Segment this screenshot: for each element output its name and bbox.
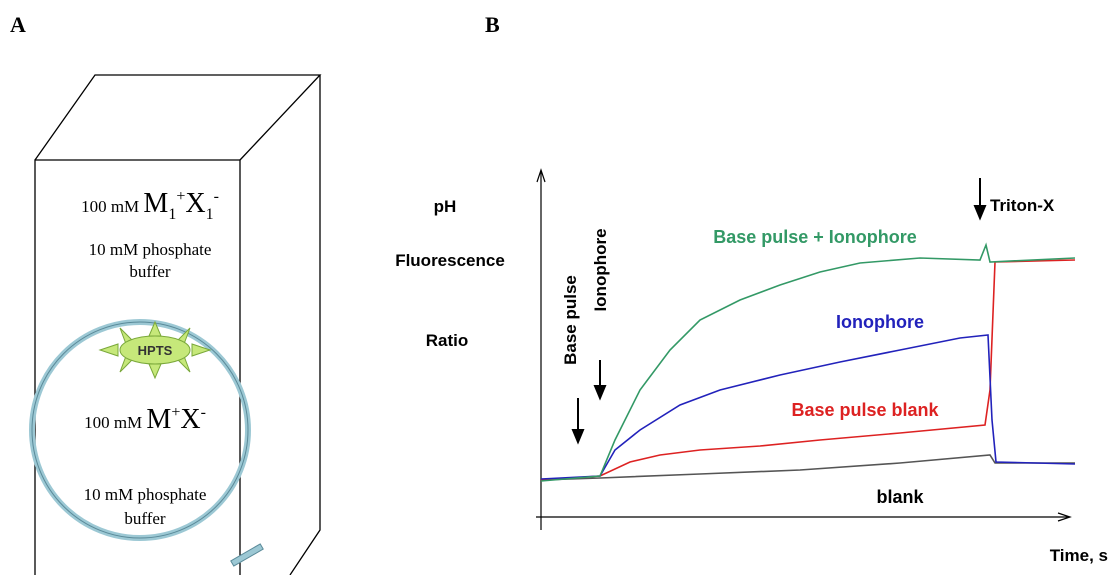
event-label: Triton-X [990,196,1055,215]
event-arrows [571,178,987,445]
inner-buffer: 10 mM phosphate [84,485,207,504]
channel [230,543,264,567]
inner-buffer: buffer [124,509,166,528]
curve-label: Base pulse + Ionophore [713,227,917,247]
outer-solution: 100 mM M1+X1- [81,188,219,223]
x-axis-label: Time, s [1050,546,1108,565]
y-axis-label: pH [434,197,457,216]
panel-label: B [485,12,500,37]
axes [536,168,1072,530]
curve-label: blank [876,487,924,507]
box [34,74,322,575]
vesicle-edge [31,321,249,539]
panel-label: A [10,12,26,37]
event-label: Base pulse [561,275,580,365]
curve-label: Base pulse blank [791,400,939,420]
curves [540,242,1076,482]
inner-solution: 100 mM M+X- [84,404,206,435]
curve-label: Ionophore [836,312,924,332]
y-axis-label: Fluorescence [395,251,505,270]
outer-buffer: 10 mM phosphate [89,240,212,259]
outer-buffer: buffer [129,262,171,281]
dye-star [98,320,212,380]
dye-label: HPTS [138,343,173,358]
y-axis-label: Ratio [426,331,469,350]
event-label: Ionophore [591,228,610,311]
